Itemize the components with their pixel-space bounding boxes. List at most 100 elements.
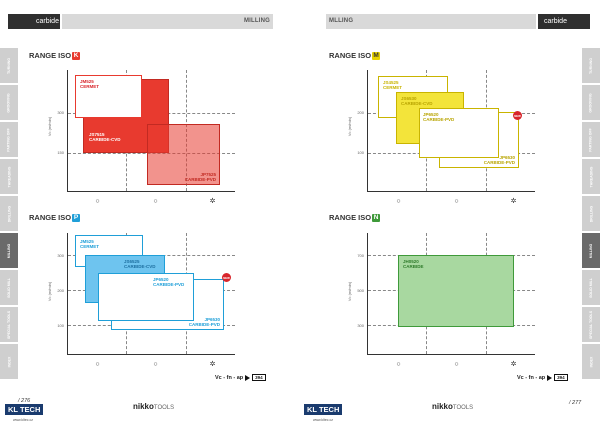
y-tick: 200 bbox=[357, 110, 364, 115]
grade-name: JS6525 bbox=[124, 259, 140, 264]
y-tick: 700 bbox=[357, 253, 364, 258]
y-tick: 100 bbox=[57, 323, 64, 328]
range-title-n: RANGE ISO N bbox=[329, 213, 381, 222]
grade-box: JM525 CERMET bbox=[75, 75, 142, 118]
grade-coating: CERMET bbox=[80, 244, 99, 250]
side-tab[interactable]: DRILLING bbox=[582, 196, 600, 231]
reference-link[interactable]: Vc - fn - ap 394 bbox=[517, 374, 568, 381]
range-label: RANGE ISO bbox=[29, 51, 72, 60]
condition-icon-light: ○ bbox=[95, 361, 100, 368]
reference-page: 394 bbox=[252, 374, 266, 381]
new-badge: NEW bbox=[513, 111, 522, 120]
side-tab[interactable]: INDEX bbox=[582, 344, 600, 379]
grade-box: JP6520 CARBIDE-PVD bbox=[98, 273, 194, 321]
side-tab[interactable]: GROOVING bbox=[0, 85, 18, 120]
condition-icon-light: ○ bbox=[396, 198, 401, 205]
condition-icon-medium: ○ bbox=[153, 361, 158, 368]
condition-icon-heavy: ✲ bbox=[209, 198, 216, 205]
side-tab[interactable]: GROOVING bbox=[582, 85, 600, 120]
nikko-logo-left: nikkoTOOLS bbox=[133, 402, 174, 411]
brand-logo-left: KL TECH bbox=[5, 404, 44, 415]
y-tick: 500 bbox=[357, 288, 364, 293]
grade-box bbox=[111, 330, 224, 336]
brand-logo-right: KL TECH bbox=[304, 404, 343, 415]
condition-icon-light: ○ bbox=[396, 361, 401, 368]
grade-box: JH0520 CARBIDE bbox=[398, 255, 514, 327]
side-tab[interactable]: TURNING bbox=[582, 48, 600, 83]
y-tick: 300 bbox=[57, 110, 64, 115]
grade-name: JP7525 bbox=[200, 171, 216, 177]
condition-icon-light: ○ bbox=[95, 198, 100, 205]
iso-badge-n: N bbox=[372, 213, 381, 222]
side-tab[interactable]: PARTING OFF bbox=[0, 122, 18, 157]
range-label: RANGE ISO bbox=[29, 213, 72, 222]
reference-link[interactable]: Vc - fn - ap 394 bbox=[215, 374, 266, 381]
plot-area-m: JS4525 CERMET JS6530 CARBIDE-CVD JP6530 … bbox=[367, 70, 535, 192]
nikko-wordmark: nikko bbox=[133, 402, 154, 411]
side-tab[interactable]: SPECIAL TOOLS bbox=[582, 307, 600, 342]
header-left-title: MILLING bbox=[62, 14, 273, 29]
condition-icon-medium: ○ bbox=[153, 198, 158, 205]
grade-coating: CARBIDE-CVD bbox=[89, 137, 121, 143]
grade-name: JH0520 bbox=[403, 259, 419, 264]
grade-coating: CARBIDE-PVD bbox=[423, 117, 455, 123]
grade-label: JS7515 CARBIDE-CVD bbox=[87, 132, 147, 148]
y-tick: 100 bbox=[357, 150, 364, 155]
grade-coating: CARBIDE-CVD bbox=[401, 101, 433, 107]
range-title-m: RANGE ISO M bbox=[329, 51, 381, 60]
grade-name: JP6520 bbox=[153, 277, 169, 282]
grade-coating: CARBIDE-PVD bbox=[188, 321, 220, 327]
range-label: RANGE ISO bbox=[329, 51, 372, 60]
header-right-title: MLLING bbox=[326, 14, 536, 29]
grade-coating: CARBIDE-PVD bbox=[184, 176, 216, 182]
grade-name: JM525 bbox=[80, 239, 94, 244]
side-tab[interactable]: SOLID MILL bbox=[582, 270, 600, 305]
y-tick: 150 bbox=[57, 150, 64, 155]
condition-icon-medium: ○ bbox=[454, 198, 459, 205]
condition-icon-heavy: ✲ bbox=[510, 198, 517, 205]
side-tab[interactable]: THREADING bbox=[0, 159, 18, 194]
nikko-logo-right: nikkoTOOLS bbox=[432, 402, 473, 411]
side-tab[interactable]: DRILLING bbox=[0, 196, 18, 231]
arrow-right-icon bbox=[547, 374, 553, 381]
side-tabs-right: TURNING GROOVING PARTING OFF THREADING D… bbox=[582, 48, 600, 381]
side-tab-active[interactable]: MILLING bbox=[0, 233, 18, 268]
condition-icon-heavy: ✲ bbox=[209, 361, 216, 368]
iso-badge-k: K bbox=[72, 51, 81, 60]
side-tab[interactable]: SOLID MILL bbox=[0, 270, 18, 305]
nikko-suffix: TOOLS bbox=[153, 405, 175, 411]
reference-label: Vc - fn - ap bbox=[517, 374, 546, 381]
side-tab[interactable]: INDEX bbox=[0, 344, 18, 379]
nikko-suffix: TOOLS bbox=[452, 405, 474, 411]
side-tab[interactable]: SPECIAL TOOLS bbox=[0, 307, 18, 342]
range-title-p: RANGE ISO P bbox=[29, 213, 81, 222]
side-tab[interactable]: THREADING bbox=[582, 159, 600, 194]
iso-badge-p: P bbox=[72, 213, 81, 222]
page-number-left: / 276 bbox=[18, 398, 31, 404]
grade-name: JP6530 bbox=[204, 316, 220, 322]
range-label: RANGE ISO bbox=[329, 213, 372, 222]
condition-icon-heavy: ✲ bbox=[510, 361, 517, 368]
page-number-right: / 277 bbox=[569, 400, 582, 406]
side-tab[interactable]: PARTING OFF bbox=[582, 122, 600, 157]
side-tab-active[interactable]: MILLING bbox=[582, 233, 600, 268]
grade-box: JP7525 CARBIDE-PVD bbox=[147, 124, 220, 185]
brand-url-right: www.kltec.cz bbox=[313, 418, 334, 422]
range-title-k: RANGE ISO K bbox=[29, 51, 81, 60]
plot-area-k: JM525 CERMET JS7515 CARBIDE-CVD JP7525 C… bbox=[67, 70, 235, 192]
header-left-dark: carbide bbox=[8, 14, 60, 29]
grade-box: JP6520 CARBIDE-PVD bbox=[419, 108, 499, 158]
new-badge: NEW bbox=[222, 273, 231, 282]
y-tick: 300 bbox=[57, 253, 64, 258]
y-tick: 300 bbox=[357, 323, 364, 328]
grade-coating: CERMET bbox=[383, 85, 402, 91]
condition-icon-medium: ○ bbox=[454, 361, 459, 368]
grade-coating: CARBIDE-PVD bbox=[483, 159, 515, 165]
grade-coating: CARBIDE-CVD bbox=[124, 264, 156, 270]
y-axis-label: Vc (m/min) bbox=[47, 116, 53, 137]
iso-badge-m: M bbox=[372, 51, 381, 60]
side-tab[interactable]: TURNING bbox=[0, 48, 18, 83]
grade-name: JS7515 bbox=[89, 132, 105, 137]
brand-url-left: www.kltec.cz bbox=[13, 418, 34, 422]
grade-coating: CERMET bbox=[80, 84, 99, 90]
